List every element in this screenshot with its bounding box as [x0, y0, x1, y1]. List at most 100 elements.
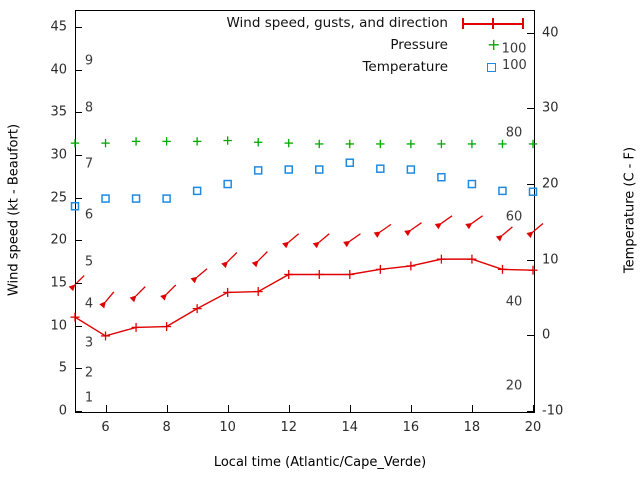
- tick-mark: [75, 27, 82, 28]
- legend-item-temperature[interactable]: Temperature 100: [200, 56, 530, 78]
- wind-speed-point: [375, 264, 385, 274]
- y-axis-left-tick-label: 15: [50, 275, 67, 291]
- legend-item-pressure[interactable]: Pressure +: [200, 34, 530, 56]
- tick-mark: [289, 405, 290, 412]
- beaufort-label: 9: [84, 53, 94, 69]
- wind-speed-point: [497, 264, 507, 274]
- wind-direction-arrow: [434, 215, 453, 230]
- x-axis-tick-label: 12: [280, 420, 297, 435]
- tick-mark: [527, 411, 534, 412]
- wind-speed-point: [192, 304, 202, 314]
- y-axis-left-tick-label: 45: [50, 19, 67, 35]
- tick-mark: [75, 240, 82, 241]
- y-axis-left-tick-label: 40: [50, 62, 67, 78]
- wind-direction-arrow: [251, 251, 268, 268]
- pressure-point: [406, 139, 416, 149]
- temperature-point: [406, 165, 416, 174]
- x-axis-tick-label: 10: [219, 420, 236, 435]
- wind-direction-arrow: [495, 226, 513, 242]
- wind-direction-arrow: [312, 233, 330, 249]
- wind-speed-point: [467, 254, 477, 264]
- wind-direction-arrow: [160, 284, 177, 301]
- tick-mark: [228, 405, 229, 412]
- temperature-point: [315, 165, 324, 174]
- pressure-point: [315, 139, 324, 149]
- temperature-point: [528, 187, 538, 196]
- legend-label-temperature: Temperature: [362, 59, 448, 75]
- plot-frame: [75, 10, 535, 413]
- beaufort-label: 7: [84, 156, 94, 172]
- tick-mark: [527, 260, 534, 261]
- beaufort-label: 4: [84, 296, 94, 312]
- pressure-point: [131, 137, 141, 146]
- y-axis-left-tick-label: 35: [50, 104, 67, 120]
- y-axis-right-tick-label: 10: [542, 252, 559, 268]
- pressure-point: [467, 139, 477, 149]
- tick-mark: [527, 335, 534, 336]
- wind-speed-point: [223, 287, 233, 297]
- y-axis-left-title: Wind speed (kt - Beaufort): [6, 123, 22, 297]
- x-axis-tick-label: 6: [101, 420, 110, 435]
- wind-speed-point: [70, 312, 80, 322]
- y-axis-right-tick-label: 0: [542, 327, 551, 343]
- temperature-point: [192, 186, 202, 196]
- pressure-point: [498, 139, 507, 149]
- x-axis-tick-label: 14: [341, 420, 359, 435]
- legend-key-temperature-square-icon: 100: [456, 58, 530, 76]
- tick-mark: [527, 108, 534, 109]
- pressure-point: [162, 137, 171, 146]
- wind-direction-arrow: [99, 291, 115, 309]
- temperature-point: [284, 165, 293, 174]
- wind-direction-arrow: [221, 252, 238, 269]
- pressure-point: [254, 138, 263, 147]
- temperature-point: [253, 166, 263, 175]
- x-axis-tick-label: 16: [402, 420, 420, 435]
- wind-direction-arrow: [373, 223, 392, 238]
- y-axis-left-tick-label: 25: [50, 190, 67, 206]
- tick-mark: [75, 368, 82, 369]
- beaufort-label: 1: [84, 390, 94, 406]
- temperature-point: [498, 186, 507, 196]
- tick-mark: [75, 198, 82, 199]
- tick-mark: [75, 411, 82, 412]
- y-axis-right-tick-label: -10: [542, 403, 564, 419]
- wind-direction-arrow: [129, 286, 146, 303]
- pressure-point: [101, 138, 110, 148]
- temperature-point: [162, 194, 171, 203]
- temperature-point: [223, 179, 232, 189]
- legend-key-wind-line-icon: [456, 14, 530, 32]
- fahrenheit-label: 20: [505, 378, 523, 394]
- y-axis-right-tick-label: 30: [542, 100, 559, 116]
- fahrenheit-label: 40: [505, 294, 523, 310]
- legend-item-wind[interactable]: Wind speed, gusts, and direction: [200, 12, 530, 34]
- beaufort-label: 2: [84, 365, 94, 381]
- beaufort-label: 8: [84, 100, 94, 116]
- legend-label-wind: Wind speed, gusts, and direction: [226, 15, 448, 31]
- tick-mark: [75, 283, 82, 284]
- temperature-point: [437, 172, 446, 182]
- y-axis-left-tick-label: 30: [50, 147, 67, 163]
- wind-direction-arrow: [465, 215, 483, 230]
- temperature-point: [70, 201, 80, 211]
- wind-speed-line: [74, 258, 534, 337]
- y-axis-left-tick-label: 20: [50, 232, 67, 248]
- y-axis-right-tick-label: 20: [542, 176, 559, 192]
- fahrenheit-label: 100: [501, 41, 527, 57]
- x-axis-tick-label: 20: [524, 420, 542, 435]
- wind-direction-arrow: [526, 222, 544, 239]
- fahrenheit-label: 80: [505, 125, 523, 141]
- legend-label-pressure: Pressure: [390, 37, 448, 53]
- temperature-point: [467, 179, 477, 189]
- wind-direction-arrow: [282, 233, 300, 249]
- wind-speed-point: [314, 269, 324, 279]
- legend-extra-temperature: 100: [502, 58, 527, 73]
- x-axis-tick-label: 18: [463, 420, 481, 435]
- wind-direction-arrow: [190, 268, 208, 284]
- x-axis-title: Local time (Atlantic/Cape_Verde): [213, 455, 427, 470]
- pressure-point: [437, 139, 446, 149]
- tick-mark: [75, 155, 82, 156]
- wind-speed-point: [284, 269, 294, 279]
- tick-mark: [167, 405, 168, 412]
- wind-direction-arrow: [343, 233, 361, 248]
